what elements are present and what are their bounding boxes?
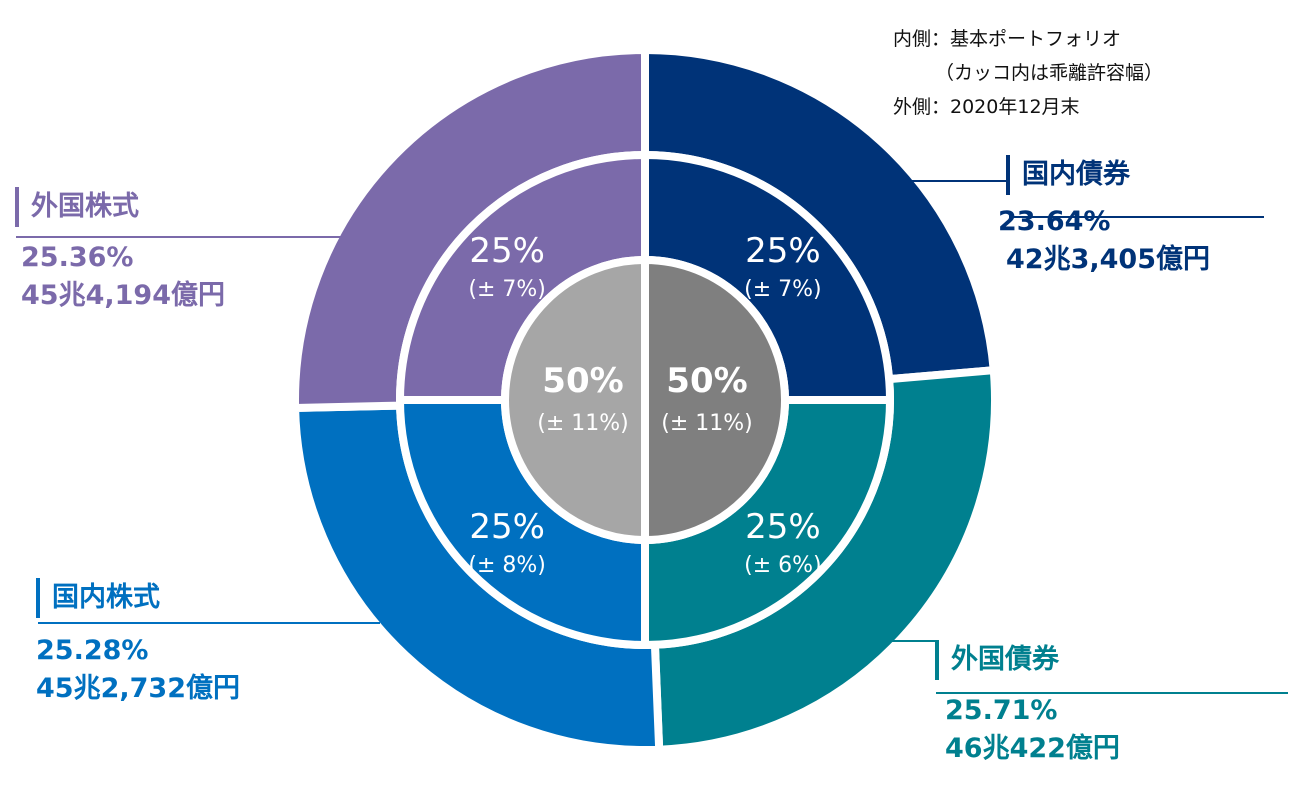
- callout-name: 国内債券: [1006, 155, 1210, 195]
- callout-percent: 25.36%: [21, 242, 134, 273]
- callout-amount: 46兆422億円: [945, 733, 1120, 764]
- callout-domestic-bonds: 国内債券 23.64% 42兆3,405億円: [998, 155, 1210, 279]
- inner-core-label-0: 50%: [666, 361, 747, 401]
- middle-ring-label-3: 25%: [469, 231, 545, 271]
- callout-percent: 23.64%: [998, 206, 1111, 237]
- middle-ring-label-0: 25%: [745, 231, 821, 271]
- callout-name: 外国株式: [15, 187, 225, 227]
- callout-percent: 25.71%: [945, 695, 1058, 726]
- legend-note-line3: 外側：2020年12月末: [893, 96, 1080, 118]
- leader-line-foreign-bonds-underline: [936, 692, 1288, 694]
- callout-foreign-bonds: 外国債券 25.71% 46兆422億円: [935, 640, 1120, 768]
- callout-amount: 45兆4,194億円: [21, 280, 225, 311]
- leader-line-domestic-bonds: [905, 180, 1009, 182]
- middle-ring-label-2: 25%: [469, 507, 545, 547]
- inner-core-sublabel-1: (± 11%): [537, 411, 629, 436]
- inner-core-label-1: 50%: [542, 361, 623, 401]
- callout-amount: 45兆2,732億円: [36, 673, 240, 704]
- inner-core-slice-1: [501, 255, 649, 545]
- leader-line-domestic-stocks: [38, 622, 380, 624]
- legend-note: 内側：基本ポートフォリオ （カッコ内は乖離許容幅） 外側：2020年12月末: [893, 22, 1163, 124]
- inner-core-sublabel-0: (± 11%): [661, 411, 753, 436]
- middle-ring-sublabel-1: (± 6%): [744, 553, 822, 578]
- callout-amount: 42兆3,405億円: [1006, 244, 1210, 275]
- leader-line-domestic-bonds-underline: [1009, 216, 1264, 218]
- leader-line-foreign-bonds: [880, 640, 936, 642]
- callout-foreign-stocks: 外国株式 25.36% 45兆4,194億円: [15, 187, 225, 315]
- callout-domestic-stocks: 国内株式 25.28% 45兆2,732億円: [36, 578, 240, 708]
- inner-core-slice-0: [641, 255, 789, 545]
- leader-line-foreign-stocks: [16, 236, 346, 238]
- middle-ring-sublabel-3: (± 7%): [468, 277, 546, 302]
- middle-ring-sublabel-0: (± 7%): [744, 277, 822, 302]
- callout-percent: 25.28%: [36, 635, 149, 666]
- callout-name: 外国債券: [935, 640, 1120, 680]
- middle-ring-sublabel-2: (± 8%): [468, 553, 546, 578]
- legend-note-line2: （カッコ内は乖離許容幅）: [935, 62, 1164, 84]
- legend-note-line1: 内側：基本ポートフォリオ: [893, 28, 1122, 50]
- middle-ring-label-1: 25%: [745, 507, 821, 547]
- callout-name: 国内株式: [36, 578, 240, 618]
